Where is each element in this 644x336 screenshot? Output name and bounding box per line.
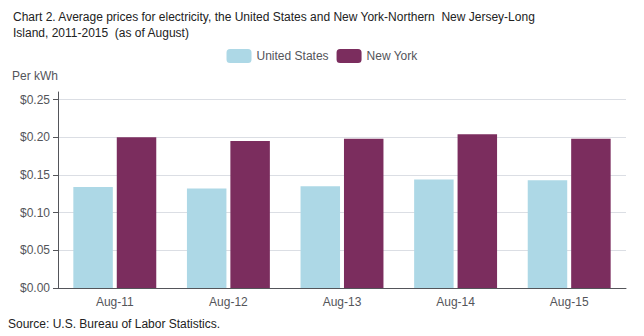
svg-text:New York: New York bbox=[367, 49, 419, 63]
svg-text:$0.10: $0.10 bbox=[20, 206, 50, 220]
svg-text:$0.20: $0.20 bbox=[20, 130, 50, 144]
svg-text:Aug-11: Aug-11 bbox=[96, 295, 134, 309]
svg-text:$0.25: $0.25 bbox=[20, 93, 50, 107]
svg-text:Aug-15: Aug-15 bbox=[550, 295, 589, 309]
svg-text:Per kWh: Per kWh bbox=[12, 69, 58, 83]
svg-text:Aug-12: Aug-12 bbox=[209, 295, 248, 309]
svg-text:$0.05: $0.05 bbox=[20, 243, 50, 257]
svg-text:Aug-13: Aug-13 bbox=[323, 295, 362, 309]
svg-text:Aug-14: Aug-14 bbox=[436, 295, 475, 309]
svg-text:Island, 2011-2015 (as of Augu: Island, 2011-2015 (as of August) bbox=[13, 26, 189, 40]
svg-text:Chart 2. Average prices for el: Chart 2. Average prices for electricity,… bbox=[13, 10, 535, 24]
svg-text:$0.00: $0.00 bbox=[20, 281, 50, 295]
svg-text:Source: U.S. Bureau of Labor S: Source: U.S. Bureau of Labor Statistics. bbox=[8, 317, 220, 331]
svg-text:United States: United States bbox=[257, 49, 329, 63]
svg-text:$0.15: $0.15 bbox=[20, 168, 50, 182]
